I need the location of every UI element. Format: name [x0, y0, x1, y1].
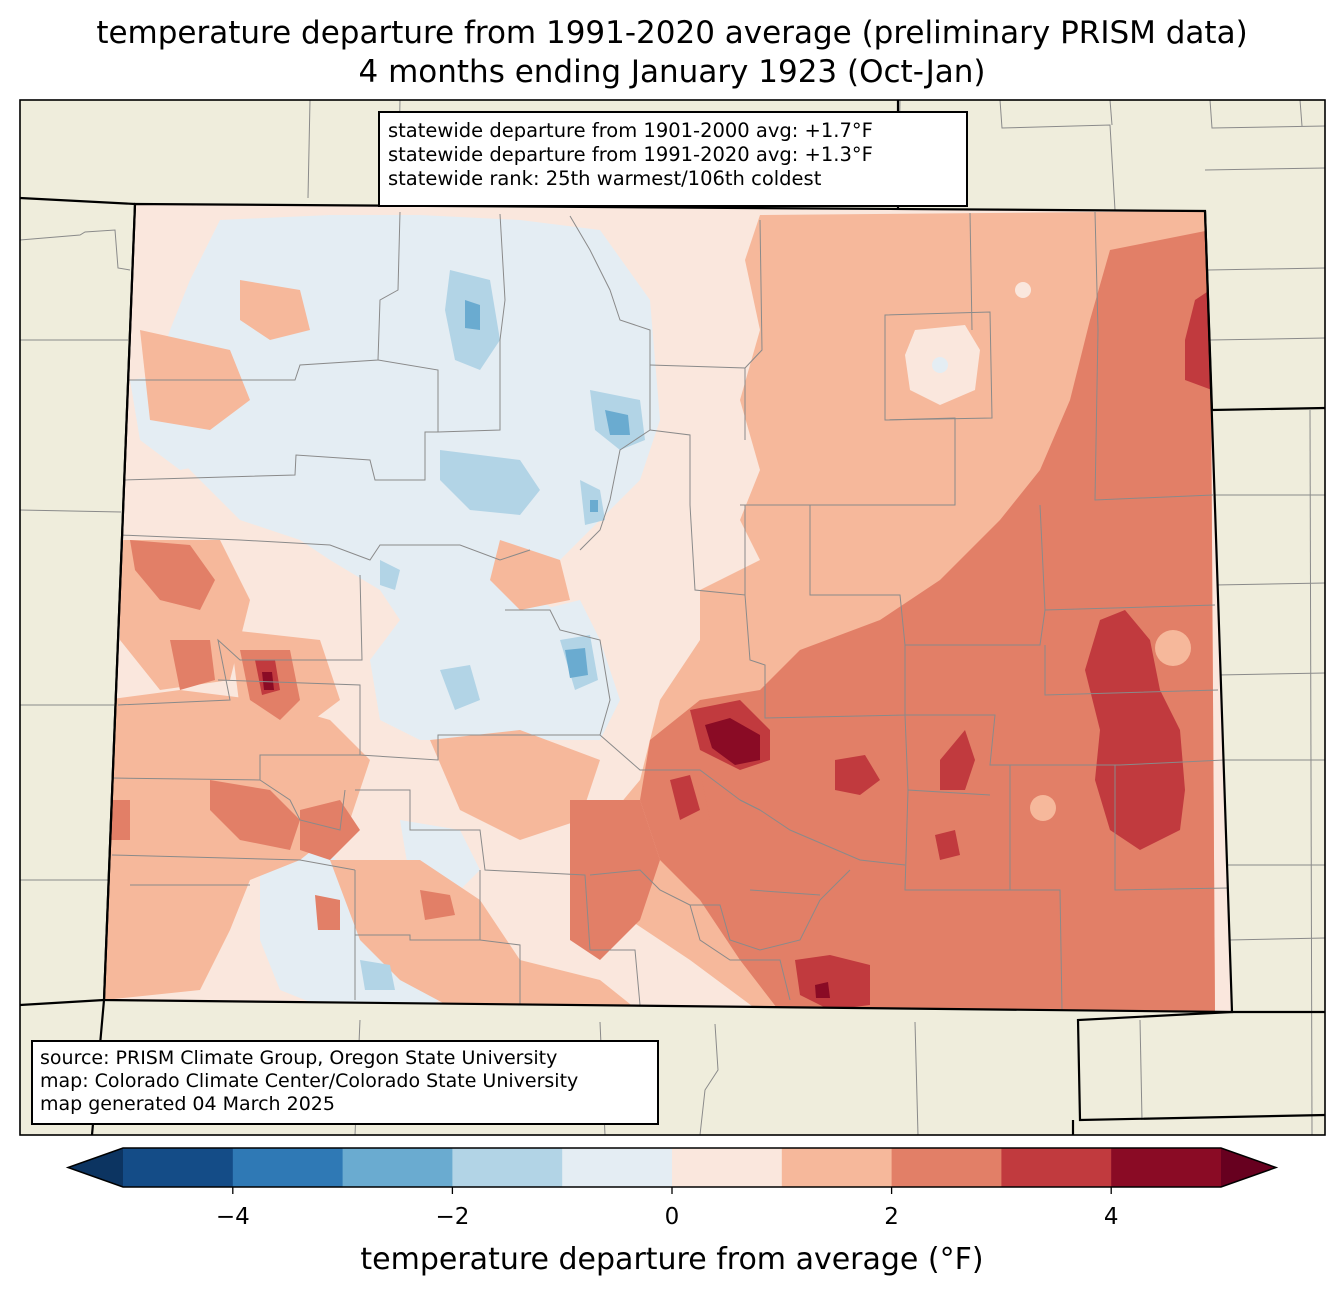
colorbar-tick-label: 2: [884, 1204, 899, 1230]
map-credit-line: map: Colorado Climate Center/Colorado St…: [40, 1070, 579, 1092]
map-title: temperature departure from 1991-2020 ave…: [96, 15, 1248, 51]
colorbar-tick-label: −2: [435, 1204, 470, 1230]
colorbar-tick-label: 4: [1103, 1204, 1119, 1230]
county-lines: [111, 211, 1229, 1011]
source-line: source: PRISM Climate Group, Oregon Stat…: [40, 1047, 558, 1069]
colorbar-tick-label: −4: [215, 1204, 250, 1230]
statewide-stats-box: statewide departure from 1901-2000 avg: …: [378, 111, 968, 207]
map-subtitle: 4 months ending January 1923 (Oct-Jan): [358, 54, 986, 90]
stats-line-1901-2000: statewide departure from 1901-2000 avg: …: [388, 119, 873, 142]
temperature-field: [104, 204, 1232, 1012]
stats-line-1991-2020: statewide departure from 1991-2020 avg: …: [388, 143, 873, 166]
generated-date-line: map generated 04 March 2025: [40, 1093, 335, 1115]
colorbar-label: temperature departure from average (°F): [360, 1242, 984, 1277]
stats-line-rank: statewide rank: 25th warmest/106th colde…: [388, 167, 822, 190]
colorbar-tick-label: 0: [664, 1204, 680, 1230]
map-frame: [19, 99, 1326, 1136]
source-credit-box: source: PRISM Climate Group, Oregon Stat…: [31, 1040, 659, 1125]
